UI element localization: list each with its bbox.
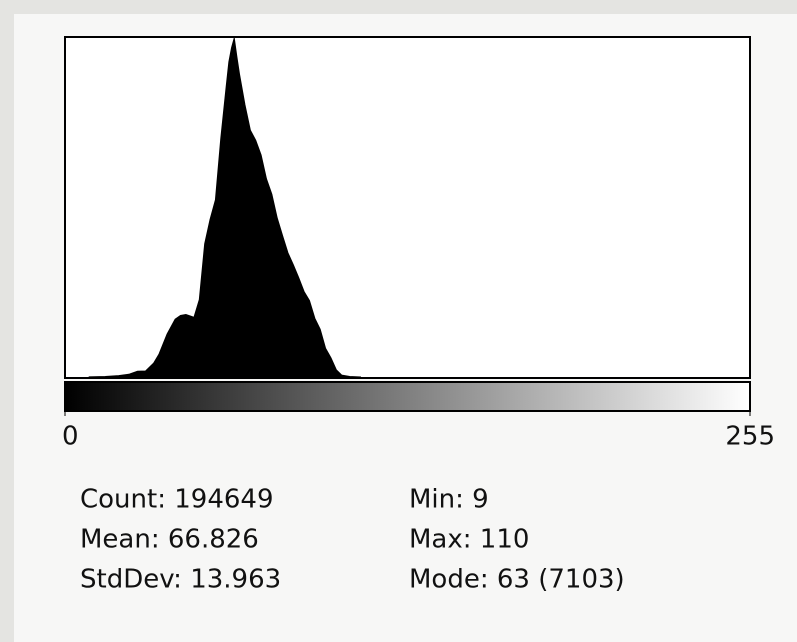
stat-label: Count: 194649: [80, 485, 274, 515]
histogram-area: [88, 37, 361, 378]
lut-bar: [64, 381, 751, 412]
x-tick-label: 0: [62, 422, 79, 452]
stat-label: Mean: 66.826: [80, 525, 259, 555]
stat-label: Min: 9: [409, 485, 489, 515]
stat-label: Max: 110: [409, 525, 529, 555]
plot-frame: [64, 36, 751, 379]
stat-label: StdDev: 13.963: [80, 565, 281, 595]
x-tick-label: 255: [725, 422, 775, 452]
stat-label: Mode: 63 (7103): [409, 565, 625, 595]
